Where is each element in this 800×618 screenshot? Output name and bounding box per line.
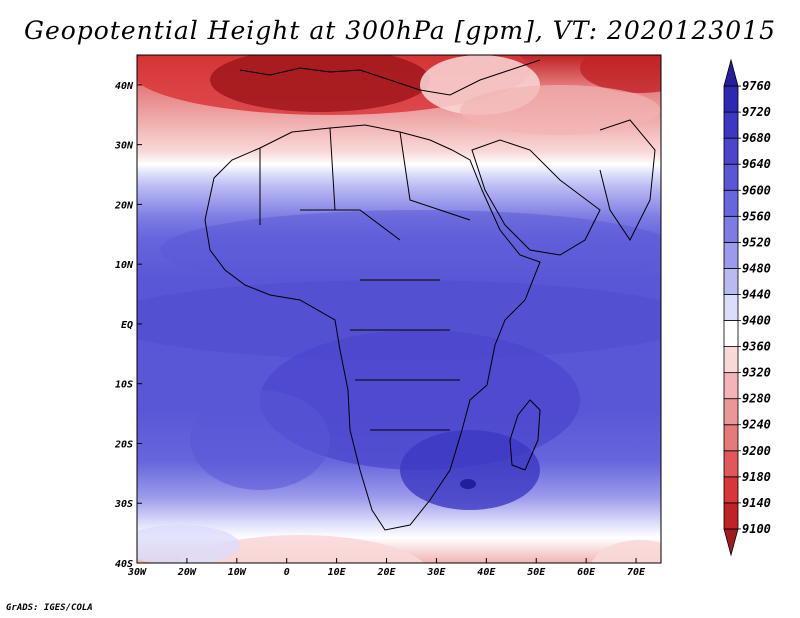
colorbar-swatch	[723, 528, 739, 557]
y-tick-label: 40S	[115, 559, 133, 570]
coastlines	[204, 59, 656, 531]
map-title: Geopotential Height at 300hPa [gpm], VT:…	[23, 16, 777, 45]
colorbar: 9100 9140 9180 9200 9240 9280 9320 9360 9400 9440…	[723, 58, 771, 557]
colorbar-swatch	[723, 189, 739, 217]
colorbar-swatch	[723, 137, 739, 165]
x-axis-ticks: 30W 20W 10W 0 10E 20E 30E 40E 50E 60E 70E	[127, 558, 646, 578]
x-tick-label: 30W	[127, 567, 147, 578]
colorbar-swatch	[723, 241, 739, 269]
x-tick-label: 10W	[228, 567, 247, 578]
colorbar-label: 9560	[742, 209, 771, 223]
y-tick-label: EQ	[121, 320, 133, 331]
grads-credit: GrADS: IGES/COLA	[6, 603, 93, 613]
x-tick-label: 0	[284, 567, 290, 578]
colorbar-swatch	[723, 294, 739, 321]
colorbar-swatch	[723, 215, 739, 243]
x-tick-label: 50E	[527, 567, 546, 578]
x-tick-label: 20E	[376, 567, 396, 578]
y-axis-ticks: 40S 30S 20S 10S EQ 10N 20N 30N 40N	[114, 81, 142, 570]
colorbar-label: 9140	[742, 496, 771, 510]
colorbar-swatch	[723, 320, 739, 347]
y-tick-label: 20N	[114, 200, 134, 211]
colorbar-label: 9320	[742, 366, 771, 380]
x-tick-label: 10E	[328, 567, 347, 578]
colorbar-label: 9400	[742, 314, 771, 328]
colorbar-label: 9640	[742, 157, 771, 171]
y-tick-label: 20S	[114, 439, 133, 450]
colorbar-label: 9100	[742, 522, 771, 536]
colorbar-swatch	[723, 424, 739, 452]
height-field	[137, 55, 661, 563]
colorbar-swatch	[723, 163, 739, 191]
x-tick-label: 60E	[577, 567, 596, 578]
y-tick-label: 10N	[115, 260, 134, 271]
colorbar-swatch	[723, 450, 739, 478]
map-frame	[136, 54, 662, 564]
colorbar-swatch	[723, 85, 739, 113]
colorbar-swatch	[723, 476, 739, 504]
colorbar-swatch	[723, 58, 739, 87]
colorbar-label: 9200	[742, 444, 771, 458]
y-tick-label: 40N	[115, 81, 134, 92]
y-tick-label: 10S	[115, 380, 133, 391]
colorbar-swatch	[723, 268, 739, 295]
colorbar-label: 9240	[742, 418, 771, 432]
x-tick-label: 20W	[177, 567, 197, 578]
colorbar-swatch	[723, 398, 739, 426]
colorbar-label: 9480	[742, 261, 771, 275]
colorbar-label: 9680	[742, 131, 771, 145]
colorbar-swatch	[723, 346, 739, 374]
colorbar-label: 9180	[742, 470, 771, 484]
colorbar-label: 9720	[742, 105, 771, 119]
x-tick-label: 30E	[426, 567, 446, 578]
colorbar-label: 9280	[742, 392, 771, 406]
y-tick-label: 30S	[114, 499, 133, 510]
x-tick-label: 40E	[477, 567, 496, 578]
colorbar-label: 9520	[742, 235, 771, 249]
colorbar-label: 9360	[742, 340, 771, 354]
colorbar-swatch	[723, 502, 739, 530]
y-tick-label: 30N	[114, 141, 134, 152]
colorbar-swatch	[723, 111, 739, 139]
x-tick-label: 70E	[627, 567, 646, 578]
colorbar-label: 9760	[742, 79, 771, 93]
colorbar-label: 9600	[742, 183, 771, 197]
colorbar-label: 9440	[742, 287, 771, 301]
colorbar-swatch	[723, 372, 739, 400]
